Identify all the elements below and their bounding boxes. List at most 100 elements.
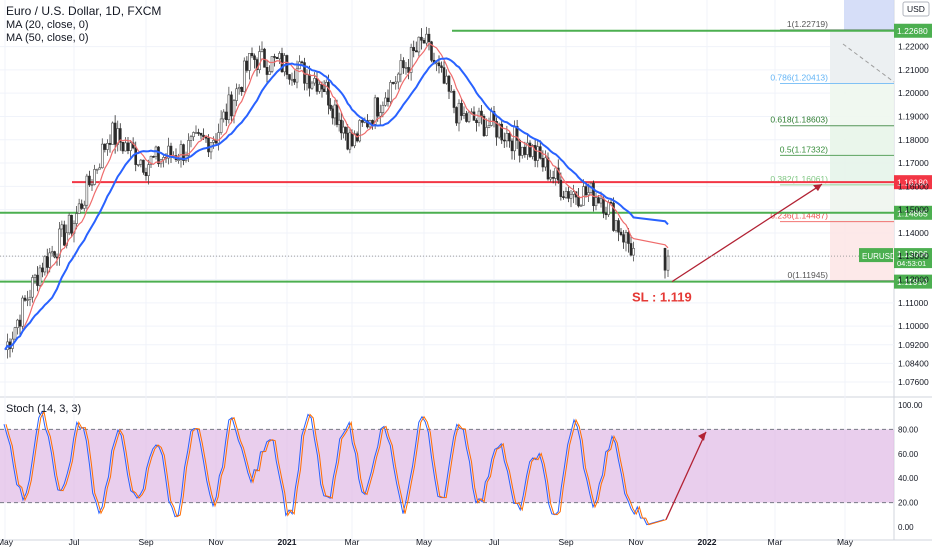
candle-body bbox=[85, 175, 89, 206]
candle-body bbox=[199, 132, 203, 136]
candle-body bbox=[295, 68, 299, 83]
time-axis-label-7: Jul bbox=[489, 537, 500, 547]
candle-body bbox=[315, 78, 319, 92]
candle-body bbox=[520, 146, 524, 156]
support-line-bottom-tag bbox=[894, 274, 932, 289]
candle-body bbox=[278, 53, 281, 60]
candle-body bbox=[597, 197, 600, 204]
time-axis-label-0: May bbox=[0, 537, 14, 547]
price-axis-label-5: 1.12000 bbox=[898, 275, 929, 285]
candle-body bbox=[627, 232, 630, 244]
candle-body bbox=[95, 168, 99, 171]
candle-body bbox=[204, 136, 208, 139]
candle-body bbox=[531, 145, 534, 157]
candle-body bbox=[202, 134, 205, 138]
candle-body bbox=[480, 110, 483, 117]
candle-body bbox=[129, 142, 132, 151]
fib-top-zone bbox=[844, 0, 894, 30]
candle-body bbox=[255, 59, 259, 71]
candle-body bbox=[253, 55, 256, 60]
candle-body bbox=[290, 78, 294, 81]
candle-body bbox=[407, 67, 410, 73]
candle-body bbox=[31, 277, 34, 298]
fib-grey-zone bbox=[830, 29, 894, 84]
fib-label-0.5: 0.5(1.17332) bbox=[780, 144, 828, 154]
candle-body bbox=[420, 36, 423, 41]
candle-body bbox=[536, 146, 540, 161]
candle-body bbox=[457, 102, 461, 124]
candle-body bbox=[212, 139, 215, 143]
candle-body bbox=[500, 123, 504, 141]
ma20-legend[interactable]: MA (20, close, 0) bbox=[6, 19, 89, 31]
price-axis-label-8: 1.15000 bbox=[898, 205, 929, 215]
candle-body bbox=[442, 67, 446, 84]
support-line-mid-tag-text: 1.14865 bbox=[897, 208, 928, 218]
candle-body bbox=[189, 136, 193, 141]
candle-body bbox=[194, 132, 198, 134]
candle-body bbox=[147, 164, 150, 177]
candle-body bbox=[88, 175, 91, 186]
candle-body bbox=[169, 145, 173, 157]
candle-body bbox=[313, 78, 316, 84]
candle-body bbox=[533, 145, 537, 161]
candle-body bbox=[515, 125, 519, 141]
candle-body bbox=[38, 267, 42, 286]
candle-body bbox=[617, 220, 620, 233]
candle-body bbox=[526, 142, 529, 155]
stoch-axis-label-5: 100.00 bbox=[898, 401, 923, 410]
candle-body bbox=[391, 82, 395, 84]
candle-body bbox=[136, 163, 140, 166]
candle-body bbox=[21, 297, 24, 327]
stoch-arrow-head bbox=[698, 431, 706, 441]
candle-body bbox=[594, 197, 598, 207]
candle-body bbox=[508, 133, 511, 142]
ma50-legend[interactable]: MA (50, close, 0) bbox=[6, 32, 89, 44]
candle-body bbox=[460, 102, 463, 116]
candle-body bbox=[518, 140, 522, 156]
stoch-axis-label-1: 20.00 bbox=[898, 499, 919, 508]
candle-body bbox=[371, 120, 374, 125]
candle-body bbox=[350, 132, 354, 147]
fib-label-0.382: 0.382(1.16061) bbox=[770, 174, 828, 184]
candle-body bbox=[26, 299, 29, 301]
candle-body bbox=[447, 75, 451, 92]
time-axis-label-1: Jul bbox=[69, 537, 80, 547]
candle-body bbox=[551, 177, 555, 179]
candle-body bbox=[394, 81, 398, 84]
candle-body bbox=[360, 120, 364, 123]
candle-body bbox=[445, 75, 448, 84]
candle-body bbox=[124, 142, 127, 152]
fib-label-1: 1(1.22719) bbox=[787, 19, 828, 29]
ma50-line bbox=[4, 57, 669, 351]
candle-body bbox=[572, 191, 575, 195]
candle-body bbox=[80, 203, 84, 209]
candle-body bbox=[619, 231, 623, 235]
time-axis-label-6: May bbox=[416, 537, 433, 547]
candle-body bbox=[106, 142, 109, 150]
price-axis-label-6: 1.13000 bbox=[898, 251, 929, 261]
candle-body bbox=[437, 62, 441, 67]
price-axis-label-2: 1.09200 bbox=[898, 340, 929, 350]
time-axis-label-11: Mar bbox=[768, 537, 783, 547]
price-axis-label-15: 1.22000 bbox=[898, 42, 929, 52]
candle-body bbox=[308, 74, 311, 89]
candle-body bbox=[584, 186, 588, 196]
candle-body bbox=[567, 191, 570, 199]
candle-body bbox=[23, 297, 27, 301]
fib-label-0: 0(1.11945) bbox=[788, 270, 829, 280]
candle-body bbox=[381, 104, 385, 113]
candle-body bbox=[318, 84, 321, 92]
stoch-axis-label-4: 80.00 bbox=[898, 425, 919, 434]
stoch-legend[interactable]: Stoch (14, 3, 3) bbox=[6, 403, 82, 415]
stoch-k-line bbox=[3, 410, 665, 526]
symbol-title: Euro / U.S. Dollar, 1D, FXCM bbox=[6, 4, 162, 18]
candle-body bbox=[41, 267, 44, 273]
price-axis-label-13: 1.20000 bbox=[898, 88, 929, 98]
candle-body bbox=[139, 159, 143, 165]
candle-body bbox=[376, 97, 380, 117]
candle-body bbox=[505, 133, 509, 142]
candle-body bbox=[607, 201, 610, 216]
candle-body bbox=[425, 33, 428, 44]
candle-body bbox=[487, 125, 491, 128]
candle-body bbox=[587, 192, 590, 196]
